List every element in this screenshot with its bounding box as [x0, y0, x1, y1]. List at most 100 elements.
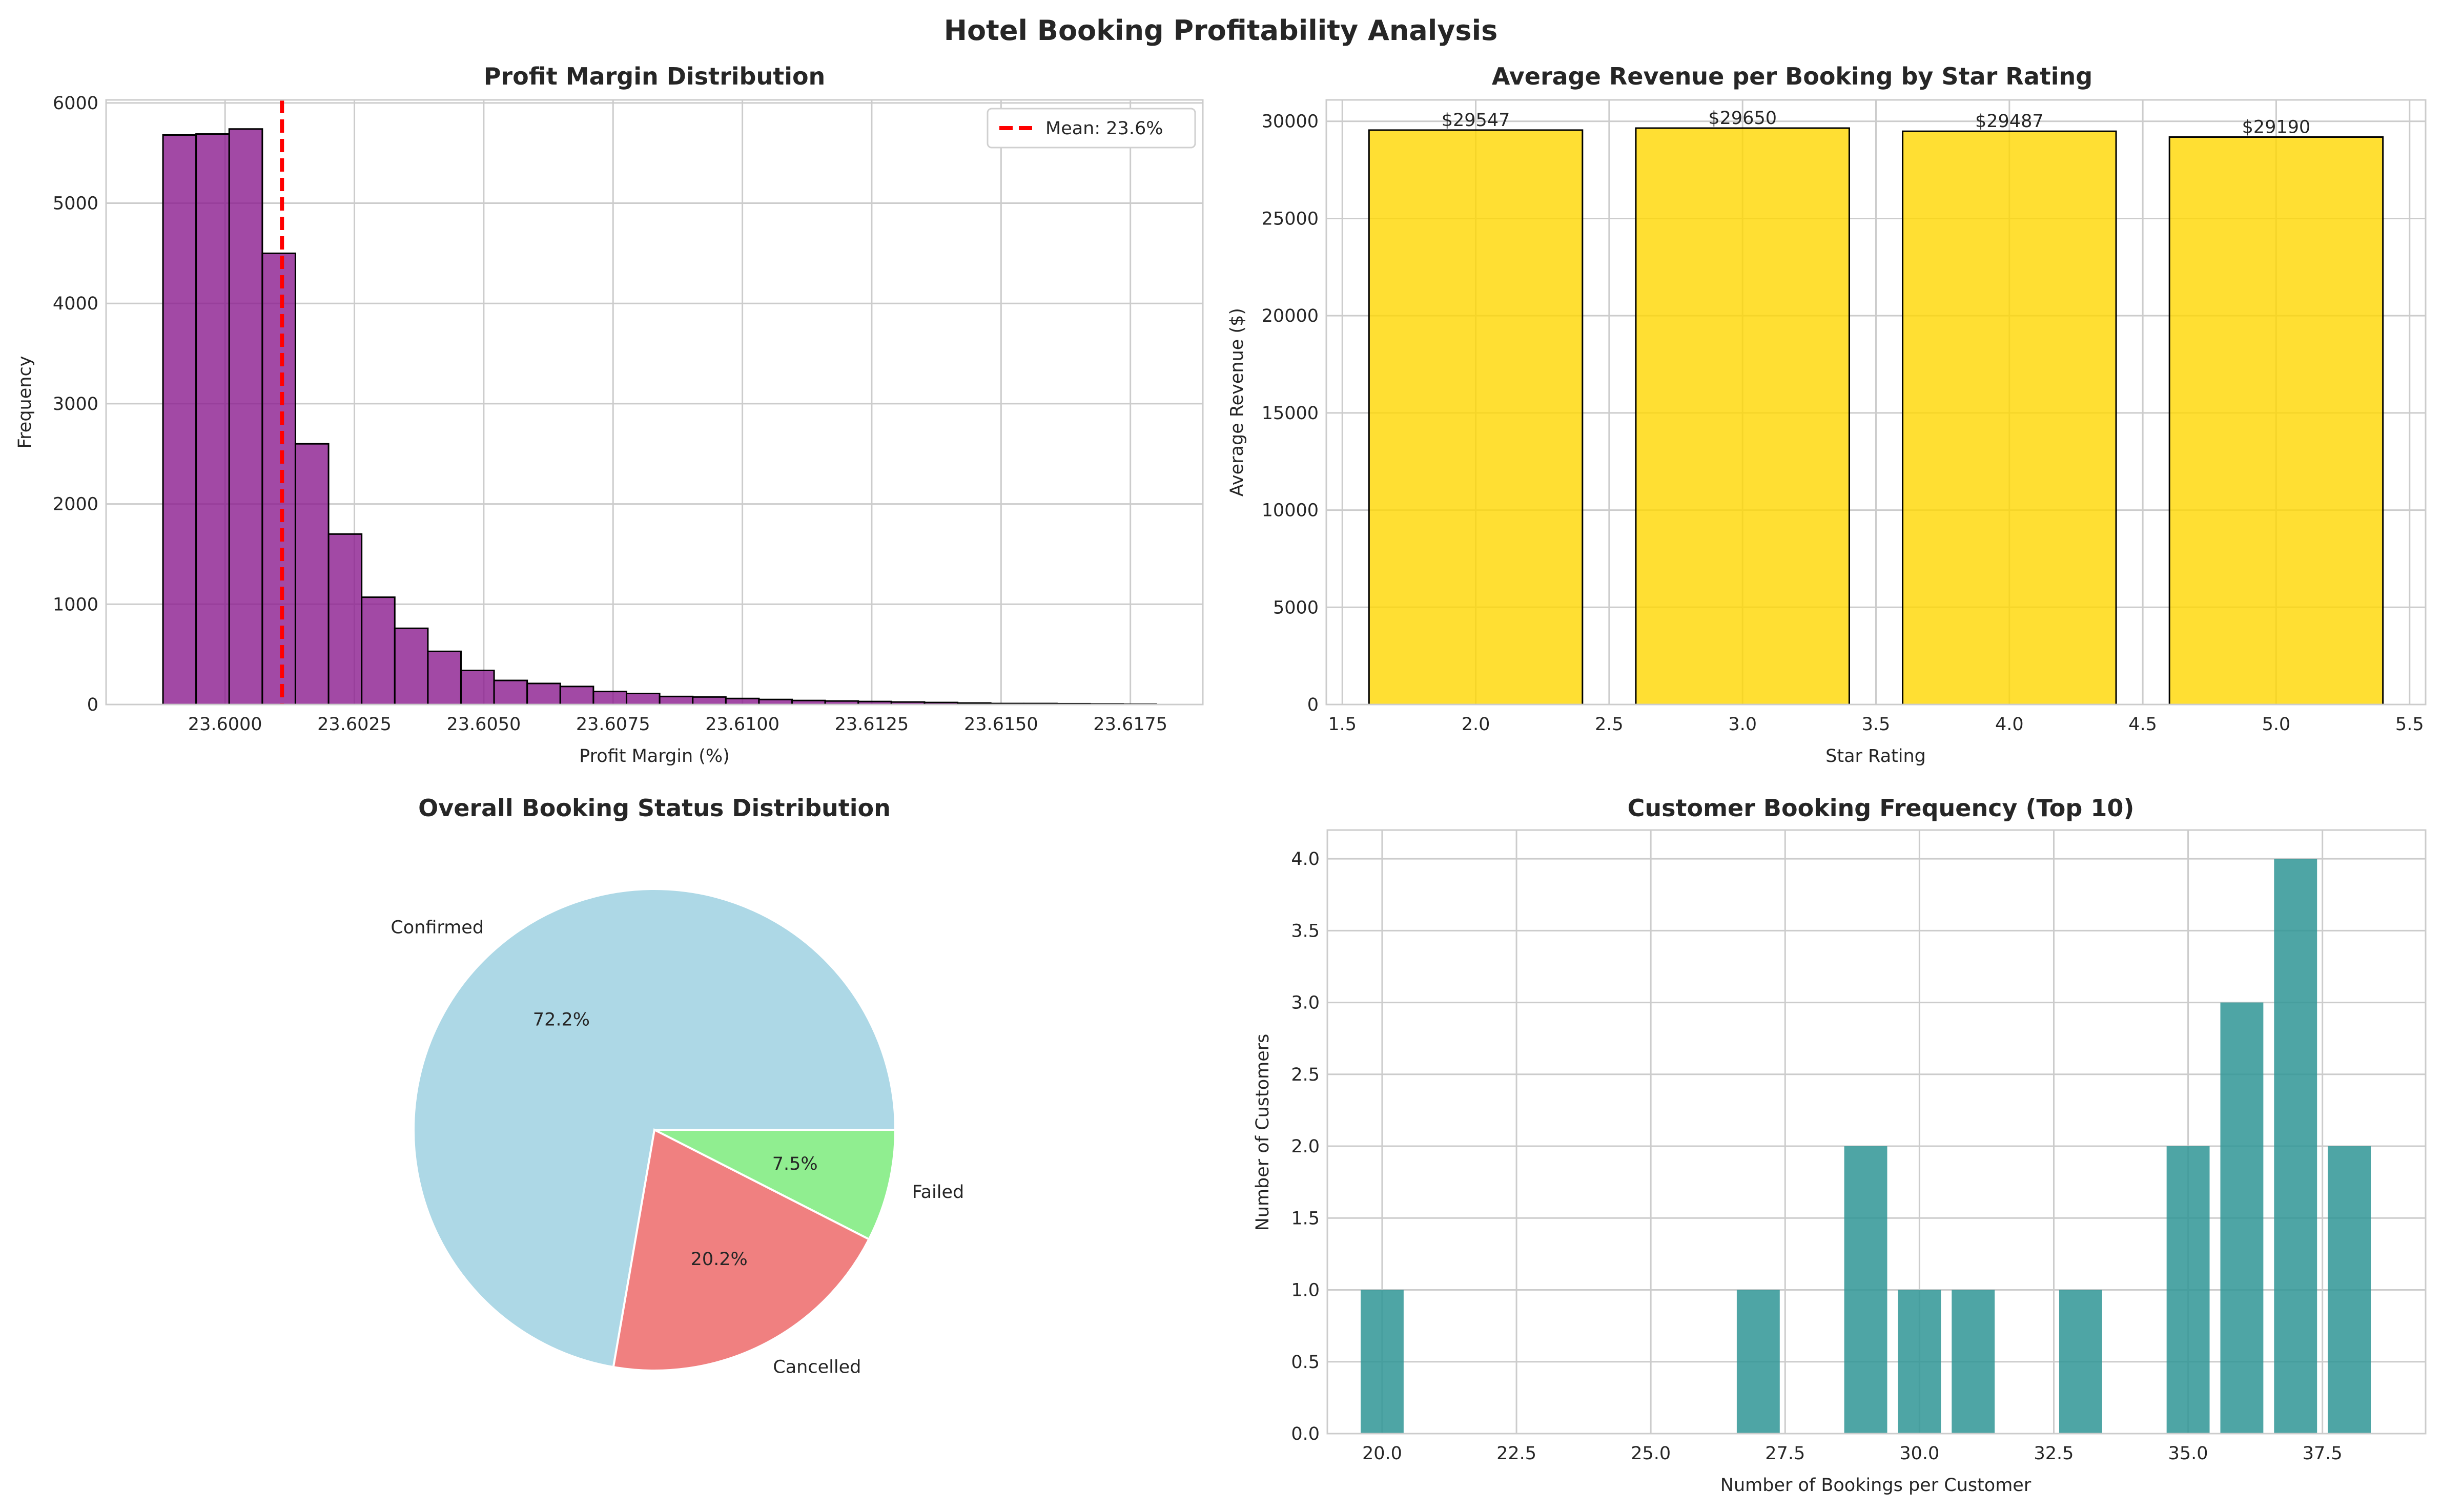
x-tick-label: 23.6075	[576, 714, 650, 735]
histogram-bar	[526, 682, 561, 706]
x-tick-label: 27.5	[1765, 1443, 1805, 1464]
frequency-bar	[1361, 1290, 1404, 1434]
histogram-xlabel: Profit Margin (%)	[579, 746, 730, 767]
histogram-legend: Mean: 23.6%	[987, 108, 1196, 149]
x-tick-label: 25.0	[1631, 1443, 1671, 1464]
frequency-bar	[2220, 1002, 2264, 1434]
histogram-bar	[162, 134, 197, 706]
y-tick-label: 20000	[1262, 306, 1319, 326]
x-tick-label: 1.5	[1328, 714, 1357, 735]
x-tick-label: 23.6175	[1093, 714, 1167, 735]
y-tick-label: 4000	[53, 294, 98, 314]
revenue-bar	[1635, 127, 1850, 706]
histogram-bar	[592, 691, 627, 706]
histogram-bar	[294, 443, 330, 706]
frequency-chart-ylabel: Number of Customers	[1253, 1034, 1273, 1231]
revenue-bar	[2168, 136, 2384, 706]
y-tick-label: 2.0	[1291, 1136, 1320, 1157]
histogram-bar	[228, 128, 263, 706]
booking-status-pie: Overall Booking Status Distribution Conf…	[391, 794, 964, 1377]
y-tick-label: 1.5	[1291, 1208, 1320, 1229]
y-tick-label: 15000	[1262, 403, 1319, 424]
revenue-bar	[1368, 129, 1584, 706]
x-tick-label: 32.5	[2034, 1443, 2074, 1464]
x-tick-label: 37.5	[2303, 1443, 2343, 1464]
y-tick-label: 2000	[53, 494, 98, 515]
pie-category-label: Confirmed	[391, 917, 484, 938]
histogram-bar	[625, 692, 661, 706]
histogram-bar	[493, 679, 528, 706]
y-tick-label: 3.0	[1291, 993, 1320, 1013]
x-tick-label: 23.6125	[835, 714, 909, 735]
x-tick-label: 23.6050	[447, 714, 521, 735]
frequency-bar	[1952, 1290, 1995, 1434]
x-tick-label: 5.0	[2262, 714, 2291, 735]
y-tick-label: 0	[87, 695, 98, 715]
x-tick-label: 22.5	[1496, 1443, 1536, 1464]
profit-margin-histogram: Profit Margin Distribution 23.6000 23.602…	[15, 63, 1204, 767]
y-tick-label: 2.5	[1291, 1065, 1320, 1085]
x-tick-label: 2.5	[1595, 714, 1624, 735]
y-tick-label: 4.0	[1291, 849, 1320, 869]
frequency-chart-frame	[1326, 829, 2427, 1435]
x-tick-label: 5.5	[2395, 714, 2424, 735]
histogram-bar	[195, 133, 230, 706]
revenue-data-label: $29190	[2242, 117, 2311, 137]
revenue-data-label: $29650	[1708, 108, 1777, 129]
x-tick-label: 23.6100	[705, 714, 779, 735]
histogram-bar	[327, 533, 363, 706]
histogram-ylabel: Frequency	[15, 356, 35, 449]
pie-percent-label: 20.2%	[691, 1249, 748, 1270]
y-tick-label: 0	[1307, 695, 1319, 715]
revenue-data-label: $29547	[1442, 110, 1510, 131]
y-tick-label: 5000	[1273, 597, 1319, 618]
frequency-bar	[1736, 1290, 1780, 1434]
y-tick-label: 3000	[53, 394, 98, 415]
x-tick-label: 23.6025	[317, 714, 392, 735]
frequency-chart-xlabel: Number of Bookings per Customer	[1720, 1475, 2031, 1496]
pie-title: Overall Booking Status Distribution	[418, 794, 891, 822]
x-tick-label: 23.6000	[188, 714, 262, 735]
pie-percent-label: 72.2%	[533, 1009, 590, 1030]
y-tick-label: 10000	[1262, 501, 1319, 521]
pie-slice	[612, 1128, 871, 1372]
revenue-by-star-chart: Average Revenue per Booking by Star Rati…	[1227, 63, 2427, 767]
x-tick-label: 23.6150	[964, 714, 1038, 735]
frequency-bar	[1844, 1146, 1887, 1434]
revenue-chart-frame	[1325, 99, 2427, 706]
x-tick-label: 3.5	[1862, 714, 1891, 735]
y-tick-label: 0.0	[1291, 1424, 1320, 1444]
pie-category-label: Failed	[912, 1182, 965, 1203]
x-tick-label: 4.5	[2128, 714, 2157, 735]
frequency-chart-title: Customer Booking Frequency (Top 10)	[1628, 794, 2135, 822]
y-tick-label: 0.5	[1291, 1352, 1320, 1373]
frequency-bar	[2059, 1290, 2102, 1434]
frequency-bar	[2328, 1146, 2371, 1434]
histogram-bar	[659, 695, 694, 706]
revenue-bar	[1902, 130, 2117, 706]
pie-percent-label: 7.5%	[772, 1154, 818, 1174]
frequency-bar	[2274, 859, 2317, 1434]
histogram-bar	[361, 596, 396, 706]
x-tick-label: 4.0	[1995, 714, 2024, 735]
x-tick-label: 2.0	[1462, 714, 1490, 735]
pie-slice	[413, 888, 897, 1369]
y-tick-label: 5000	[53, 194, 98, 214]
histogram-title: Profit Margin Distribution	[484, 63, 826, 90]
x-tick-label: 35.0	[2168, 1443, 2208, 1464]
y-tick-label: 6000	[53, 93, 98, 114]
revenue-data-label: $29487	[1975, 111, 2044, 132]
frequency-bar	[1898, 1290, 1941, 1434]
x-tick-label: 3.0	[1728, 714, 1757, 735]
pie-slice	[654, 1129, 897, 1241]
histogram-bar	[692, 696, 727, 706]
histogram-bar	[725, 697, 760, 706]
revenue-chart-title: Average Revenue per Booking by Star Rati…	[1492, 63, 2092, 90]
histogram-bar	[427, 650, 462, 706]
y-tick-label: 3.5	[1291, 921, 1320, 941]
histogram-bar	[559, 686, 594, 706]
y-tick-label: 1.0	[1291, 1280, 1320, 1301]
legend-mean-label: Mean: 23.6%	[1045, 118, 1163, 139]
revenue-chart-ylabel: Average Revenue ($)	[1227, 308, 1247, 496]
y-tick-label: 1000	[53, 594, 98, 615]
